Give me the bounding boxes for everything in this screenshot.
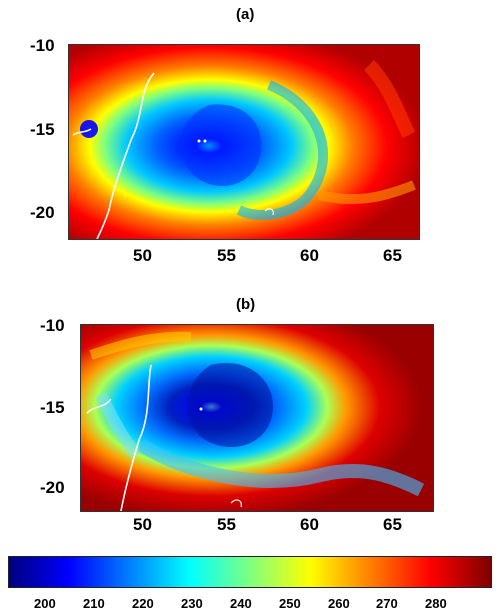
colorbar-tick-200: 200 [34,596,56,611]
panel-b-ytick-1: -10 [40,316,65,335]
colorbar-tick-230: 230 [181,596,203,611]
panel-b-ytick-3: -20 [40,478,65,497]
panel-b-satellite-image [80,324,434,512]
panel-b-xtick-2: 55 [217,515,236,534]
colorbar-tick-250: 250 [279,596,301,611]
panel-a-ytick-2: -15 [30,120,55,139]
panel-b-xtick-4: 65 [383,515,402,534]
colorbar-tick-260: 260 [328,596,350,611]
panel-a-xtick-2: 55 [217,246,236,265]
colorbar-tick-220: 220 [132,596,154,611]
panel-a-label: (a) [236,6,255,23]
panel-a-xtick-1: 50 [133,246,152,265]
panel-a-xtick-4: 65 [383,246,402,265]
panel-b-xtick-1: 50 [133,515,152,534]
panel-b-ytick-2: -15 [40,398,65,417]
colorbar-tick-210: 210 [83,596,105,611]
colorbar [8,556,492,588]
colorbar-tick-270: 270 [376,596,398,611]
panel-a-satellite-image [68,44,420,240]
panel-b-xtick-3: 60 [300,515,319,534]
colorbar-tick-240: 240 [230,596,252,611]
panel-a-ytick-3: -20 [30,203,55,222]
panel-b-label: (b) [236,296,256,313]
panel-a-xtick-3: 60 [300,246,319,265]
panel-a-ytick-1: -10 [30,36,55,55]
colorbar-tick-280: 280 [425,596,447,611]
